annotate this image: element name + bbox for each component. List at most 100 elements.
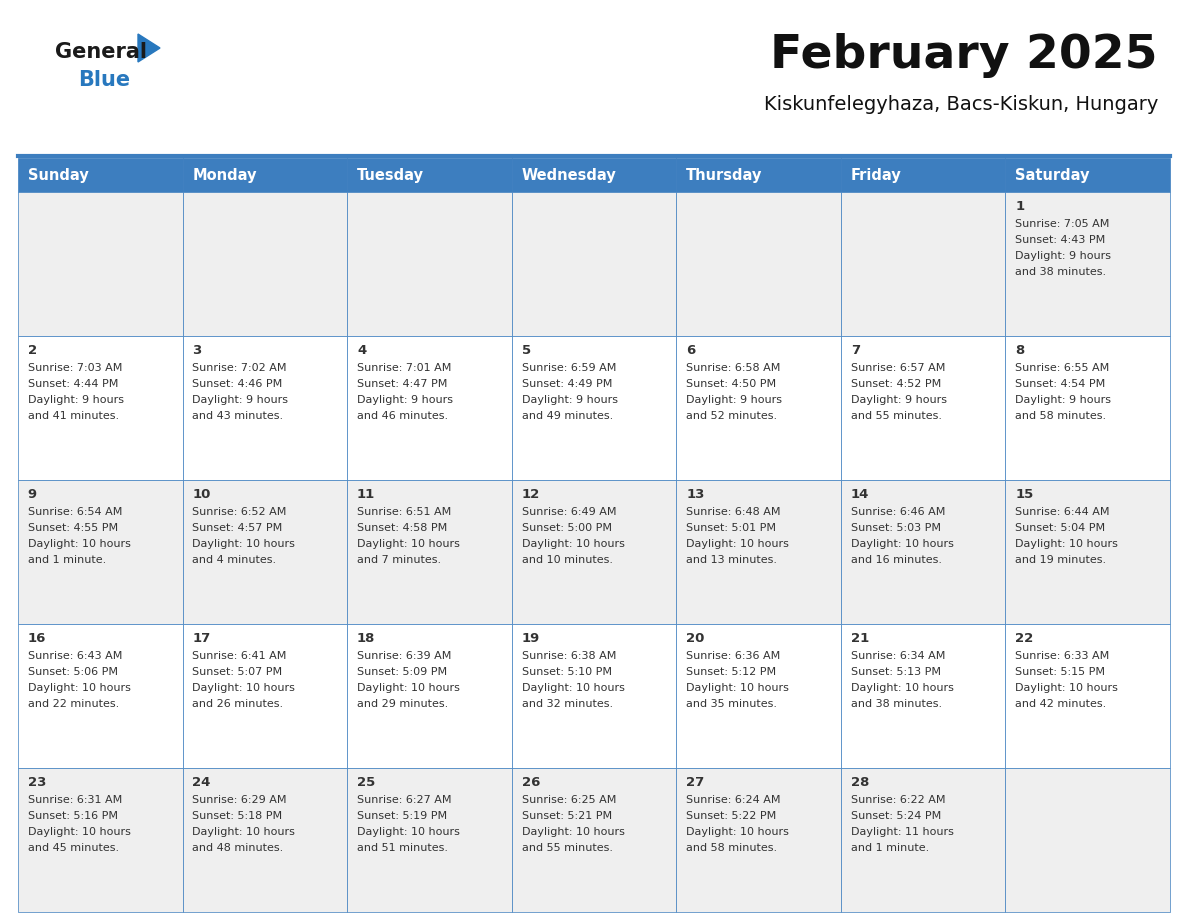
Text: and 1 minute.: and 1 minute. [27,554,106,565]
Text: Monday: Monday [192,168,257,184]
Text: Sunset: 4:50 PM: Sunset: 4:50 PM [687,379,776,389]
Text: Daylight: 10 hours: Daylight: 10 hours [27,827,131,836]
Text: Daylight: 10 hours: Daylight: 10 hours [192,539,296,549]
Text: 9: 9 [27,488,37,501]
Bar [512,768,676,912]
Bar [676,768,841,912]
Text: February 2025: February 2025 [771,32,1158,77]
Text: 5: 5 [522,344,531,357]
Text: Sunrise: 6:44 AM: Sunrise: 6:44 AM [1016,507,1110,517]
Text: Sunrise: 6:27 AM: Sunrise: 6:27 AM [358,795,451,805]
Text: Sunrise: 6:55 AM: Sunrise: 6:55 AM [1016,363,1110,373]
Text: Sunrise: 6:34 AM: Sunrise: 6:34 AM [851,651,946,661]
Text: Sunrise: 6:51 AM: Sunrise: 6:51 AM [358,507,451,517]
Bar [512,192,676,336]
Bar [841,336,1005,480]
Text: Sunset: 4:44 PM: Sunset: 4:44 PM [27,379,119,389]
Text: Friday: Friday [851,168,902,184]
Bar [512,158,676,192]
Text: Sunrise: 6:38 AM: Sunrise: 6:38 AM [522,651,615,661]
Text: Sunset: 5:09 PM: Sunset: 5:09 PM [358,666,447,677]
Text: Sunset: 4:54 PM: Sunset: 4:54 PM [1016,379,1106,389]
Text: Sunset: 5:12 PM: Sunset: 5:12 PM [687,666,776,677]
Text: Sunrise: 6:29 AM: Sunrise: 6:29 AM [192,795,287,805]
Text: Daylight: 10 hours: Daylight: 10 hours [358,683,460,693]
Text: Sunset: 5:19 PM: Sunset: 5:19 PM [358,811,447,821]
Text: and 35 minutes.: and 35 minutes. [687,699,777,709]
Bar [512,336,676,480]
Text: and 26 minutes.: and 26 minutes. [192,699,284,709]
Text: and 10 minutes.: and 10 minutes. [522,554,613,565]
Text: 4: 4 [358,344,366,357]
Text: and 38 minutes.: and 38 minutes. [1016,267,1106,276]
Text: Daylight: 9 hours: Daylight: 9 hours [358,395,453,405]
Text: General: General [55,42,147,62]
Text: and 43 minutes.: and 43 minutes. [192,410,284,420]
Text: Sunrise: 6:39 AM: Sunrise: 6:39 AM [358,651,451,661]
Text: 16: 16 [27,632,46,645]
Text: and 55 minutes.: and 55 minutes. [522,843,613,853]
Bar [676,480,841,624]
Text: 13: 13 [687,488,704,501]
Text: 12: 12 [522,488,539,501]
Text: Daylight: 9 hours: Daylight: 9 hours [851,395,947,405]
Text: Sunset: 5:10 PM: Sunset: 5:10 PM [522,666,612,677]
Text: 22: 22 [1016,632,1034,645]
Text: Daylight: 10 hours: Daylight: 10 hours [522,827,625,836]
Text: 27: 27 [687,776,704,789]
Text: Sunrise: 7:02 AM: Sunrise: 7:02 AM [192,363,287,373]
Text: Daylight: 9 hours: Daylight: 9 hours [522,395,618,405]
Text: Sunset: 5:24 PM: Sunset: 5:24 PM [851,811,941,821]
Text: Daylight: 10 hours: Daylight: 10 hours [522,539,625,549]
Text: Daylight: 10 hours: Daylight: 10 hours [851,683,954,693]
Text: 28: 28 [851,776,870,789]
Text: and 52 minutes.: and 52 minutes. [687,410,777,420]
Text: Sunset: 4:52 PM: Sunset: 4:52 PM [851,379,941,389]
Text: Daylight: 9 hours: Daylight: 9 hours [27,395,124,405]
Text: and 55 minutes.: and 55 minutes. [851,410,942,420]
Text: and 45 minutes.: and 45 minutes. [27,843,119,853]
Text: and 58 minutes.: and 58 minutes. [687,843,777,853]
Text: Sunset: 5:01 PM: Sunset: 5:01 PM [687,522,776,532]
Text: Daylight: 10 hours: Daylight: 10 hours [358,827,460,836]
Text: Wednesday: Wednesday [522,168,617,184]
Text: Sunrise: 6:36 AM: Sunrise: 6:36 AM [687,651,781,661]
Text: 8: 8 [1016,344,1024,357]
Text: Daylight: 10 hours: Daylight: 10 hours [687,827,789,836]
Text: Daylight: 10 hours: Daylight: 10 hours [687,683,789,693]
Text: and 4 minutes.: and 4 minutes. [192,554,277,565]
Bar [841,192,1005,336]
Text: and 1 minute.: and 1 minute. [851,843,929,853]
Text: Sunset: 5:03 PM: Sunset: 5:03 PM [851,522,941,532]
Text: Sunrise: 6:52 AM: Sunrise: 6:52 AM [192,507,286,517]
Text: Sunrise: 6:54 AM: Sunrise: 6:54 AM [27,507,122,517]
Text: and 41 minutes.: and 41 minutes. [27,410,119,420]
Text: and 58 minutes.: and 58 minutes. [1016,410,1106,420]
Text: Daylight: 10 hours: Daylight: 10 hours [27,683,131,693]
Text: Sunrise: 6:24 AM: Sunrise: 6:24 AM [687,795,781,805]
Text: Sunset: 4:46 PM: Sunset: 4:46 PM [192,379,283,389]
Text: Sunset: 4:43 PM: Sunset: 4:43 PM [1016,235,1106,245]
Text: Sunset: 5:15 PM: Sunset: 5:15 PM [1016,666,1105,677]
Bar [183,480,347,624]
Text: Sunset: 5:16 PM: Sunset: 5:16 PM [27,811,118,821]
Bar [18,336,183,480]
Text: Sunday: Sunday [27,168,89,184]
Text: 18: 18 [358,632,375,645]
Bar [18,158,183,192]
Text: Sunrise: 6:59 AM: Sunrise: 6:59 AM [522,363,615,373]
Text: Sunrise: 6:58 AM: Sunrise: 6:58 AM [687,363,781,373]
Text: Sunset: 5:04 PM: Sunset: 5:04 PM [1016,522,1105,532]
Text: and 46 minutes.: and 46 minutes. [358,410,448,420]
Text: Sunrise: 7:03 AM: Sunrise: 7:03 AM [27,363,122,373]
Text: and 16 minutes.: and 16 minutes. [851,554,942,565]
Text: 6: 6 [687,344,695,357]
Bar [347,158,512,192]
Bar [676,158,841,192]
Text: Daylight: 10 hours: Daylight: 10 hours [358,539,460,549]
Bar [347,336,512,480]
Text: Sunrise: 6:33 AM: Sunrise: 6:33 AM [1016,651,1110,661]
Text: 11: 11 [358,488,375,501]
Text: Sunrise: 6:31 AM: Sunrise: 6:31 AM [27,795,122,805]
Bar [183,624,347,768]
